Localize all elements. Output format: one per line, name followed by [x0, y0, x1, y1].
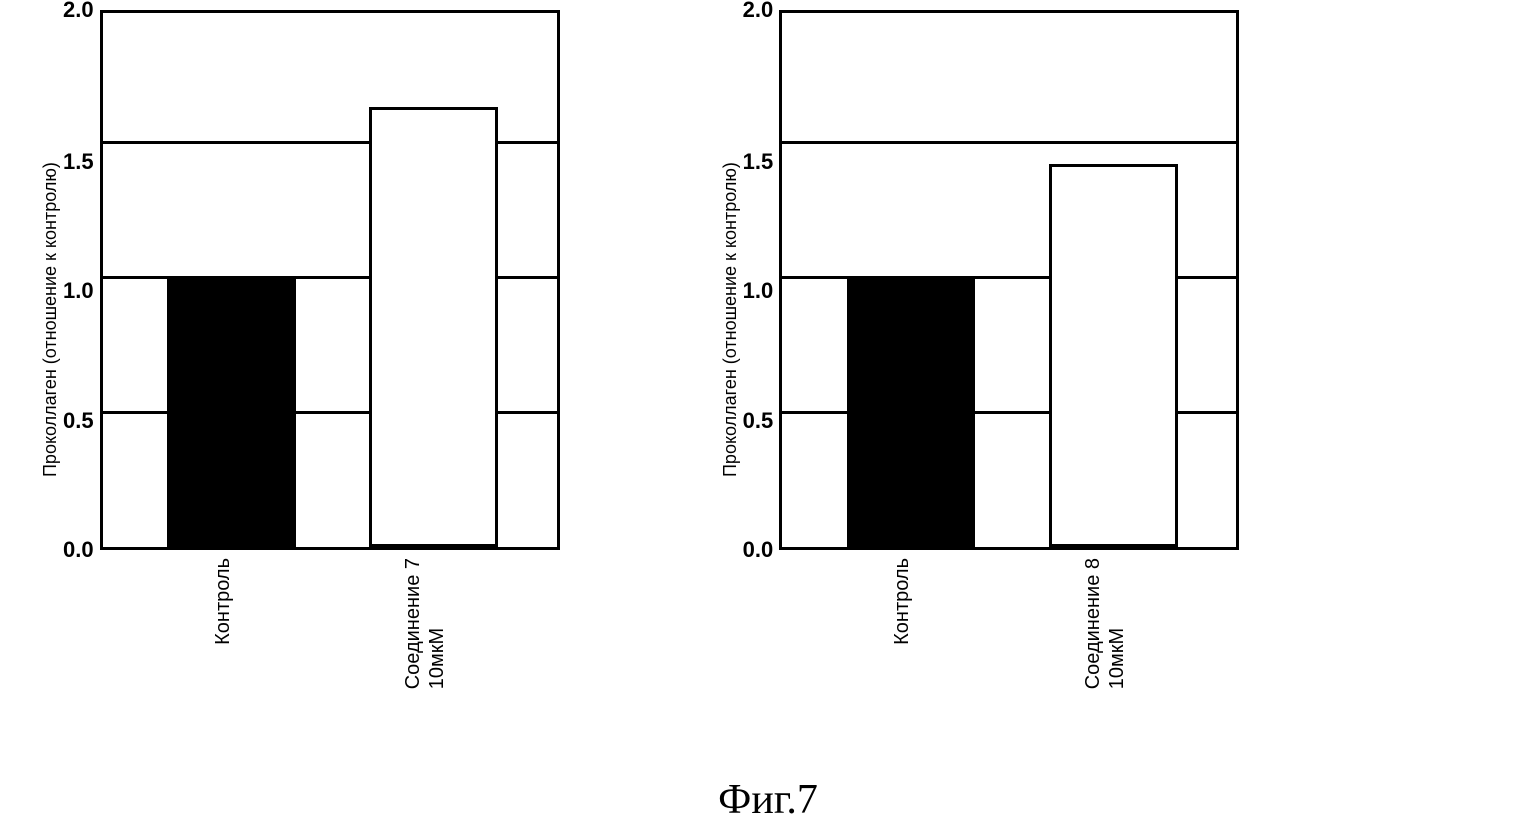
- chart-left-box: [100, 10, 560, 550]
- chart-left-bar-0: [167, 277, 296, 547]
- chart-left-ytick-label: 0.0: [63, 539, 94, 561]
- chart-left-ylabel: Проколлаген (отношение к контролю): [40, 90, 61, 550]
- chart-left-xlabel-0: Контроль: [211, 558, 235, 645]
- chart-left-panel: Проколлаген (отношение к контролю) 2.01.…: [40, 10, 560, 778]
- chart-left-ytick-label: 1.0: [63, 280, 94, 302]
- chart-left-ytick-label: 0.5: [63, 410, 94, 432]
- figure-container: Проколлаген (отношение к контролю) 2.01.…: [40, 10, 1239, 778]
- chart-left-plotarea: 2.01.51.00.50.0: [63, 10, 560, 550]
- chart-left-yticks: 2.01.51.00.50.0: [63, 10, 94, 550]
- chart-left-body: 2.01.51.00.50.0 КонтрольСоединение 7 10м…: [63, 10, 560, 778]
- chart-left-bar-1: [369, 107, 498, 547]
- chart-right-xlabels: Контроль Соединение 8 10мкМ: [774, 558, 1234, 778]
- chart-left-xlabel-1: Соединение 7 10мкМ: [401, 558, 449, 689]
- chart-right-xlabel-0: Контроль: [890, 558, 914, 645]
- chart-right-bar-1: [1049, 164, 1178, 547]
- chart-right-box: [779, 10, 1239, 550]
- chart-right-yticks: 2.01.51.00.50.0: [743, 10, 774, 550]
- chart-left-ytick-label: 2.0: [63, 0, 94, 21]
- chart-right-xlabel-1: Соединение 8 10мкМ: [1081, 558, 1129, 689]
- chart-right-ytick-label: 1.0: [743, 280, 774, 302]
- chart-right-ytick-label: 0.0: [743, 539, 774, 561]
- figure-caption: Фиг.7: [718, 776, 818, 824]
- chart-right-panel: Проколлаген (отношение к контролю) 2.01.…: [720, 10, 1240, 778]
- chart-right-gridline: [782, 141, 1236, 144]
- chart-right-ytick-label: 0.5: [743, 410, 774, 432]
- chart-left-xlabels: Контроль Соединение 7 10мкМ: [94, 558, 554, 778]
- chart-left-ytick-label: 1.5: [63, 151, 94, 173]
- chart-right-bar-0: [847, 277, 976, 547]
- chart-right-ytick-label: 1.5: [743, 151, 774, 173]
- chart-right-ylabel: Проколлаген (отношение к контролю): [720, 90, 741, 550]
- chart-right-plotarea: 2.01.51.00.50.0: [743, 10, 1240, 550]
- chart-right-body: 2.01.51.00.50.0 КонтрольСоединение 8 10м…: [743, 10, 1240, 778]
- chart-right-ytick-label: 2.0: [743, 0, 774, 21]
